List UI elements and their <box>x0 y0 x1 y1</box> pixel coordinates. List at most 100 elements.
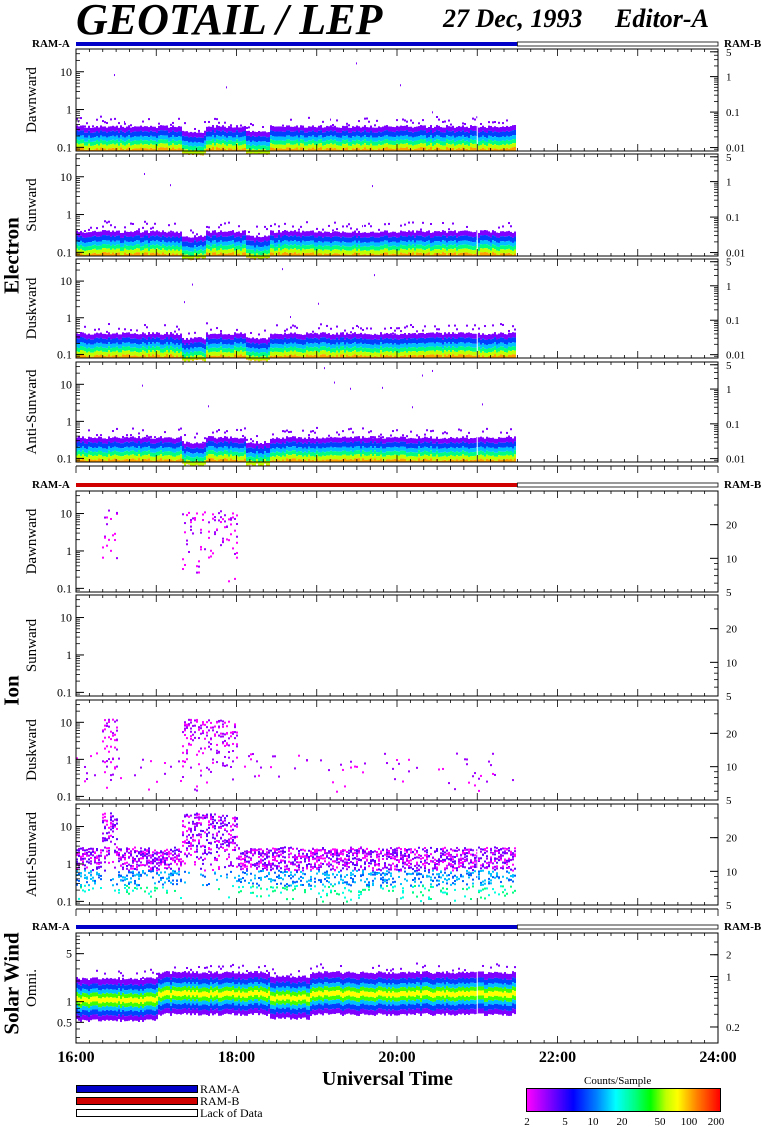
heatmap-cell <box>376 137 378 142</box>
heatmap-cell <box>354 148 356 151</box>
heatmap-cell <box>170 250 172 255</box>
heatmap-cell <box>416 248 418 253</box>
heatmap-cell <box>200 257 202 258</box>
heatmap-cell <box>424 139 426 144</box>
heatmap-cell <box>304 137 306 142</box>
heatmap-cell <box>176 137 178 142</box>
heatmap-cell <box>336 332 338 338</box>
heatmap-cell <box>110 344 112 349</box>
heatmap-cell <box>210 254 212 256</box>
heatmap-cell <box>108 131 110 137</box>
heatmap-cell <box>480 131 482 137</box>
heatmap-cell <box>154 338 156 344</box>
heatmap-cell <box>152 332 154 338</box>
heatmap-cell <box>278 334 280 340</box>
heatmap-cell <box>182 135 184 141</box>
heatmap-cell <box>364 347 366 352</box>
heatmap-cell <box>110 245 112 250</box>
heatmap-cell <box>104 220 106 223</box>
heatmap-cell <box>450 248 452 253</box>
heatmap-cell <box>226 344 228 349</box>
heatmap-cell <box>418 347 420 352</box>
heatmap-cell <box>90 149 92 151</box>
heatmap-cell <box>330 339 332 345</box>
heatmap-cell <box>350 145 352 150</box>
heatmap-cell <box>232 132 234 138</box>
heatmap-cell <box>108 354 110 358</box>
heatmap-cell <box>96 144 98 149</box>
heatmap-cell <box>132 333 134 339</box>
heatmap-cell <box>408 144 410 149</box>
heatmap-cell <box>210 140 212 145</box>
heatmap-cell <box>88 446 90 451</box>
heatmap-cell <box>408 354 410 358</box>
heatmap-cell <box>94 459 96 462</box>
heatmap-cell <box>428 144 430 149</box>
heatmap-cell <box>378 250 380 255</box>
heatmap-cell <box>376 254 378 256</box>
heatmap-cell <box>350 348 352 353</box>
heatmap-cell <box>146 131 148 137</box>
heatmap-cell <box>252 342 254 348</box>
heatmap-cell <box>506 147 508 151</box>
heatmap-cell <box>264 352 266 357</box>
heatmap-cell <box>358 235 360 241</box>
heatmap-cell <box>376 132 378 138</box>
heatmap-cell <box>424 130 426 136</box>
heatmap-cell <box>176 149 178 151</box>
heatmap-cell <box>442 348 444 353</box>
heatmap-cell <box>232 145 234 150</box>
heatmap-cell <box>220 330 222 333</box>
heatmap-cell <box>426 253 428 256</box>
heatmap-cell <box>128 342 130 347</box>
heatmap-cell <box>290 316 291 319</box>
heatmap-cell <box>428 230 430 236</box>
heatmap-cell <box>158 346 160 351</box>
heatmap-cell <box>230 235 232 241</box>
heatmap-cell <box>336 145 338 150</box>
heatmap-cell <box>416 140 418 145</box>
heatmap-cell <box>418 126 420 132</box>
heatmap-cell <box>118 145 120 150</box>
heatmap-cell <box>90 348 92 353</box>
heatmap-cell <box>192 352 194 357</box>
heatmap-cell <box>404 350 406 355</box>
heatmap-cell <box>242 148 244 151</box>
heatmap-cell <box>236 241 238 246</box>
heatmap-cell <box>452 241 454 246</box>
heatmap-cell <box>492 244 494 249</box>
heatmap-cell <box>310 333 312 339</box>
right-tick-label: 0.01 <box>726 350 745 362</box>
heatmap-cell <box>146 356 148 358</box>
heatmap-cell <box>114 441 116 447</box>
heatmap-cell <box>314 242 316 247</box>
heatmap-cell <box>404 346 406 351</box>
heatmap-cell <box>118 459 120 462</box>
heatmap-cell <box>134 437 136 443</box>
heatmap-cell <box>272 252 274 256</box>
heatmap-cell <box>278 225 280 228</box>
heatmap-cell <box>362 136 364 141</box>
heatmap-cell <box>140 130 142 136</box>
heatmap-cell <box>364 135 366 140</box>
heatmap-cell <box>376 356 378 358</box>
heatmap-cell <box>378 334 380 340</box>
heatmap-cell <box>304 241 306 246</box>
heatmap-cell <box>262 254 264 259</box>
heatmap-cell <box>374 132 376 138</box>
heatmap-cell <box>290 126 292 132</box>
heatmap-cell <box>88 237 90 243</box>
heatmap-cell <box>142 429 144 432</box>
heatmap-cell <box>208 344 210 349</box>
heatmap-cell <box>366 344 368 349</box>
heatmap-cell <box>210 328 212 331</box>
heatmap-cell <box>464 347 466 352</box>
heatmap-cell <box>238 333 240 339</box>
heatmap-cell <box>300 344 302 349</box>
heatmap-cell <box>268 142 270 147</box>
heatmap-cell <box>216 135 218 140</box>
heatmap-cell <box>322 354 324 358</box>
heatmap-cell <box>230 131 232 137</box>
heatmap-cell <box>468 245 470 250</box>
heatmap-cell <box>436 130 438 136</box>
